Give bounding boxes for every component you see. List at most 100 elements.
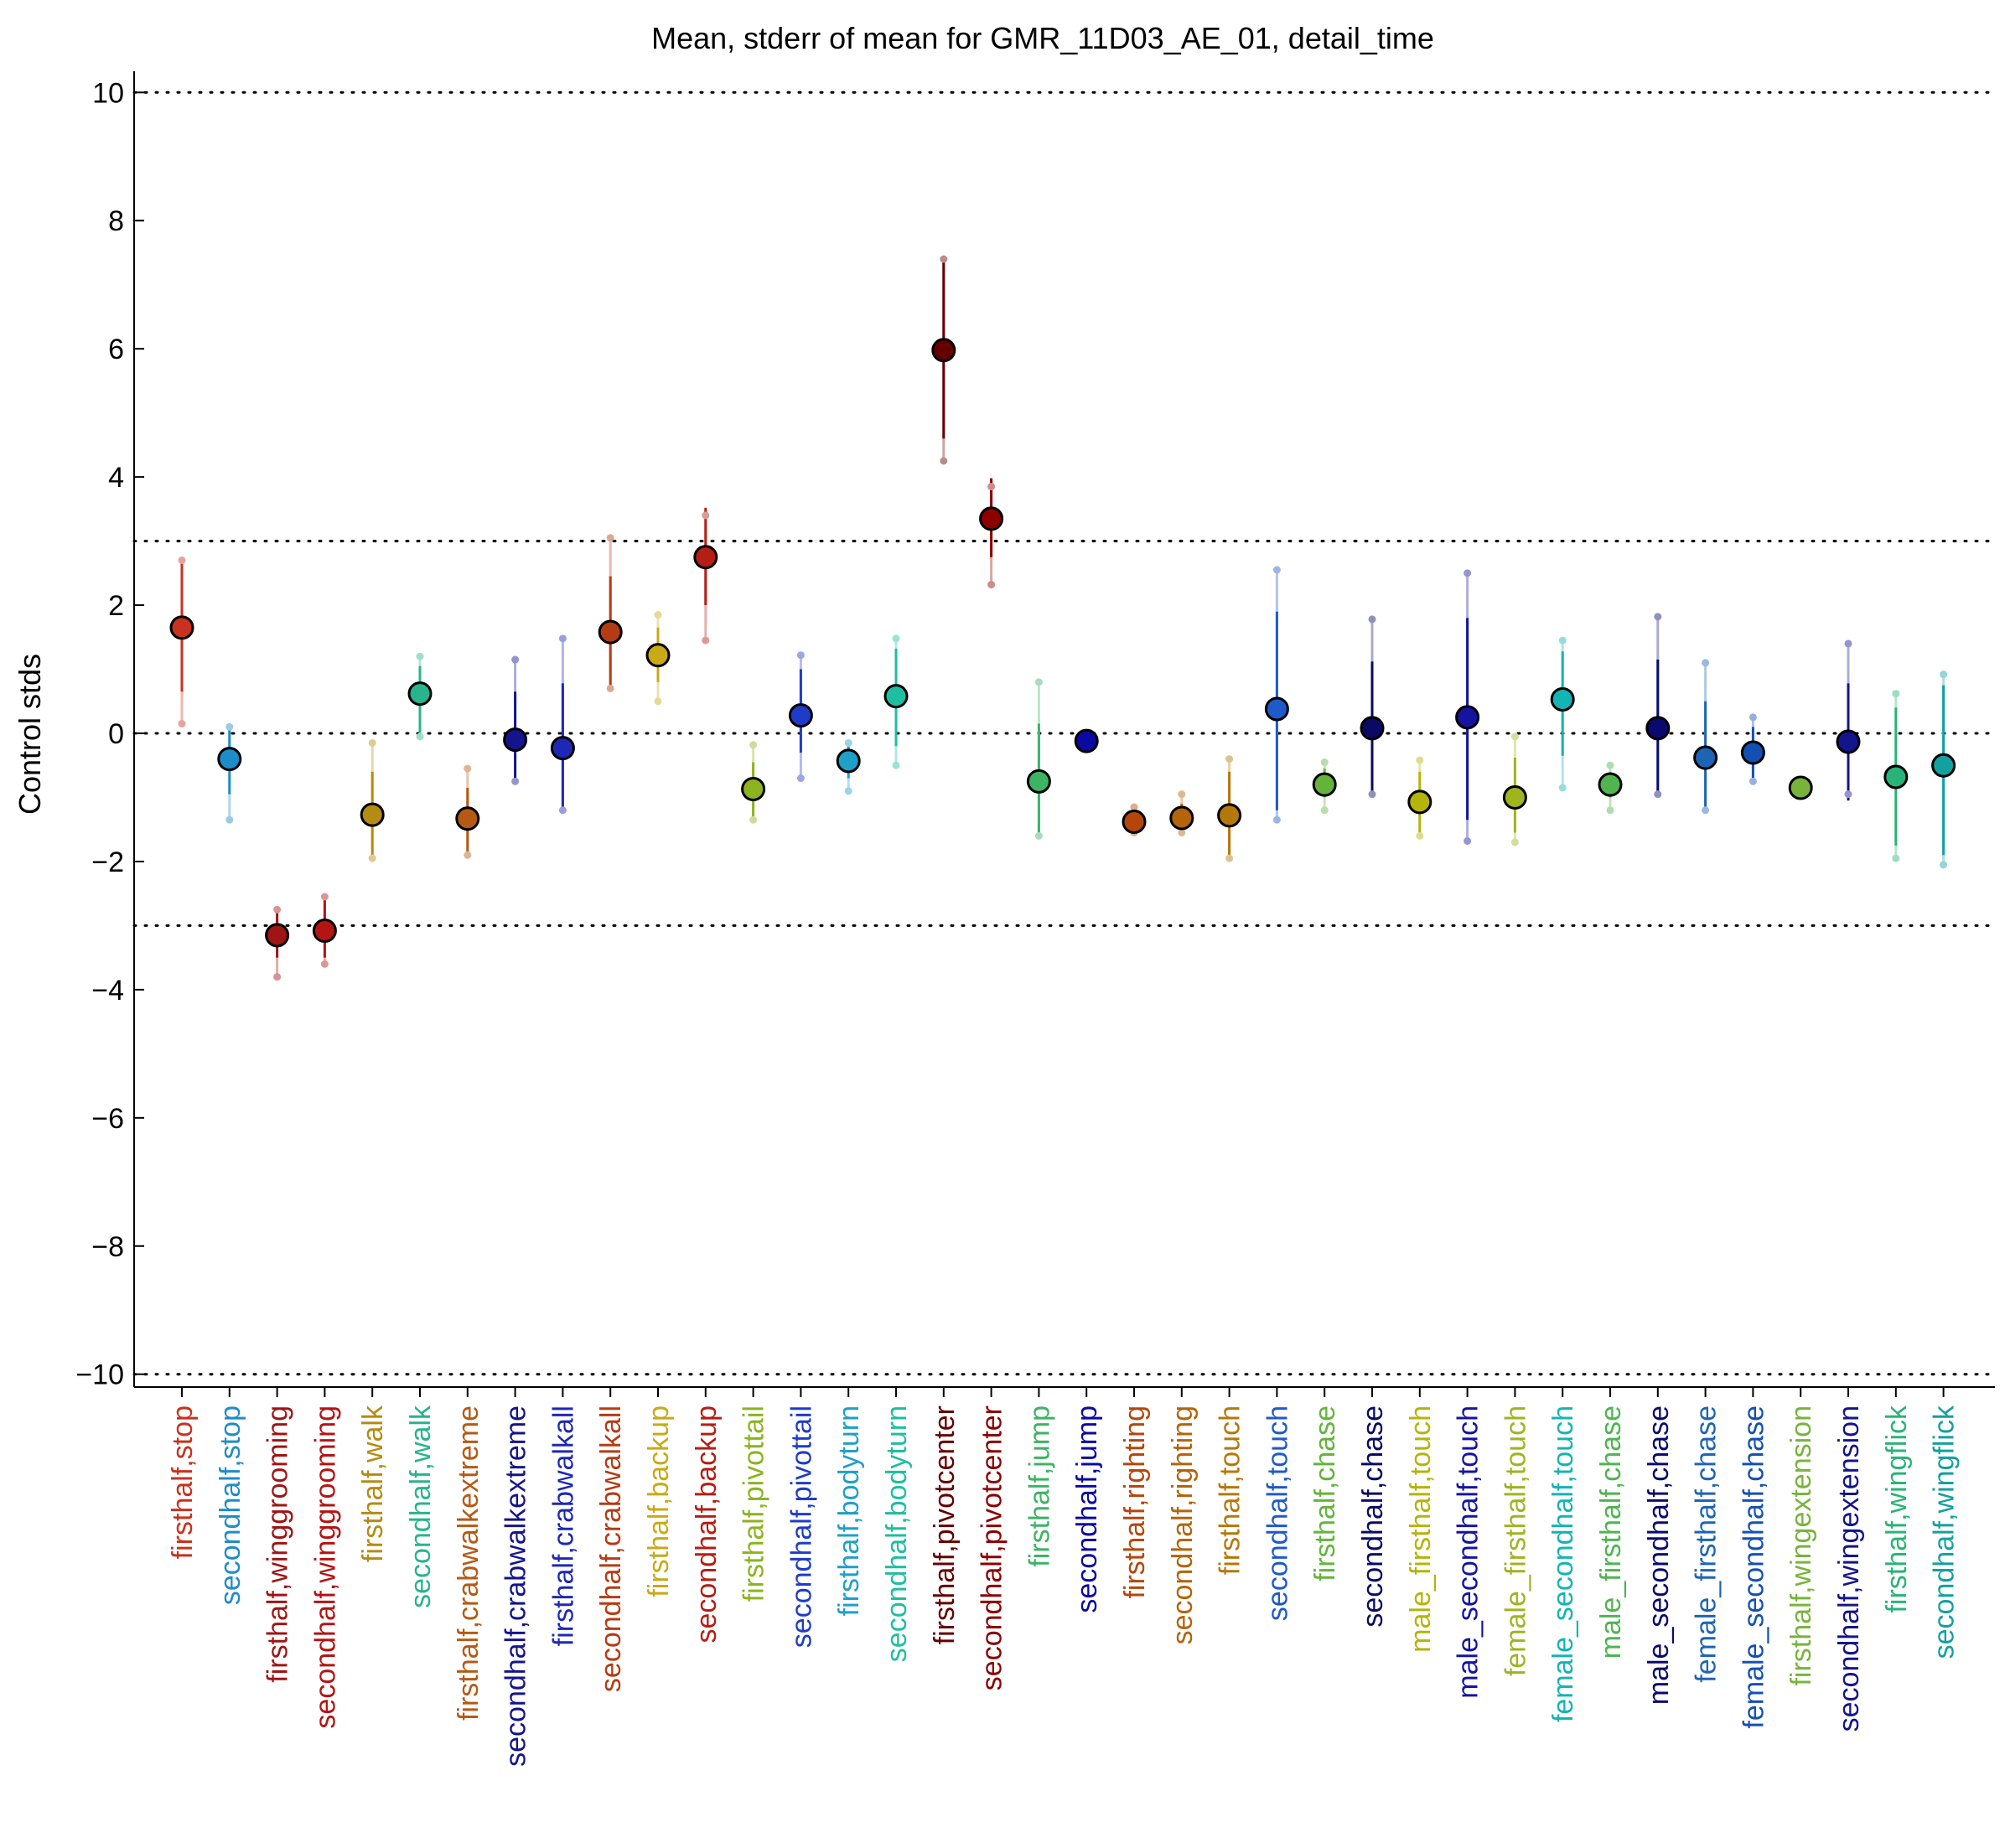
mean-marker: [883, 684, 909, 709]
range-end-low: [1320, 806, 1329, 815]
range-end-high: [1892, 690, 1900, 698]
mean-marker: [788, 703, 813, 728]
mean-marker: [169, 615, 194, 640]
range-end-high: [1320, 758, 1329, 766]
range-end-low: [844, 787, 852, 795]
range-end-low: [225, 815, 234, 824]
mean-marker: [1550, 686, 1575, 712]
range-end-high: [273, 905, 282, 914]
range-end-high: [511, 655, 520, 664]
data-point-group: [741, 741, 766, 824]
range-end-low: [1940, 861, 1948, 869]
mean-marker: [1598, 772, 1623, 797]
y-tick-label: −8: [91, 1231, 124, 1263]
range-end-high: [416, 652, 424, 660]
range-end-low: [320, 960, 329, 968]
x-tick-label: secondhalf,walk: [405, 1405, 437, 1608]
mean-marker: [1217, 803, 1242, 828]
x-tick-label: firsthalf,chase: [1309, 1405, 1341, 1581]
x-tick-label: firsthalf,wingextension: [1785, 1405, 1817, 1686]
mean-marker: [1836, 729, 1861, 754]
mean-marker: [1502, 784, 1527, 810]
data-point-group: [1550, 636, 1575, 792]
data-point-group: [836, 738, 861, 795]
chart-title: Mean, stderr of mean for GMR_11D03_AE_01…: [651, 21, 1434, 55]
range-end-low: [1178, 829, 1186, 837]
data-point-group: [312, 893, 337, 968]
y-tick-label: −2: [91, 846, 124, 878]
range-end-high: [1034, 678, 1043, 686]
mean-marker: [217, 747, 242, 772]
x-tick-label: secondhalf,crabwalkall: [595, 1405, 627, 1692]
range-end-low: [940, 457, 948, 465]
x-tick-label: firsthalf,stop: [167, 1405, 199, 1559]
range-end-low: [1272, 815, 1281, 824]
mean-marker: [1693, 745, 1718, 770]
range-end-low: [1844, 790, 1852, 799]
x-tick-label: male_firsthalf,chase: [1595, 1405, 1627, 1659]
range-end-low: [1368, 790, 1376, 799]
axes: [133, 71, 1995, 1388]
y-tick-label: −10: [75, 1359, 124, 1391]
range-end-low: [606, 684, 614, 692]
x-tick-label: secondhalf,pivotcenter: [977, 1405, 1008, 1690]
x-tick-label: firsthalf,crabwalkall: [547, 1405, 579, 1646]
mean-marker: [1312, 772, 1337, 797]
x-tick-label: secondhalf,crabwalkextreme: [500, 1405, 532, 1767]
data-point-group: [1836, 639, 1861, 801]
data-point-group: [931, 255, 956, 465]
range-end-high: [1844, 639, 1852, 648]
range-end-low: [368, 854, 376, 862]
range-end-low: [511, 777, 520, 785]
range-end-low: [1464, 836, 1472, 845]
range-end-high: [1558, 636, 1567, 644]
data-point-group: [1407, 756, 1433, 840]
range-end-high: [940, 255, 948, 263]
x-tick-label: secondhalf,pivottail: [785, 1405, 817, 1648]
range-end-low: [1606, 806, 1614, 815]
mean-marker: [693, 545, 718, 570]
x-tick-label: secondhalf,backup: [691, 1405, 723, 1644]
range-end-high: [320, 893, 329, 901]
data-point-group: [598, 534, 623, 692]
x-tick-label: firsthalf,wingflick: [1881, 1405, 1913, 1613]
mean-marker: [1122, 810, 1147, 835]
range-end-low: [892, 761, 900, 769]
x-tick-label: secondhalf,jump: [1071, 1405, 1103, 1613]
range-end-high: [702, 511, 710, 520]
data-point-group: [1455, 569, 1480, 845]
data-point-group: [360, 738, 385, 862]
data-point-group: [1788, 775, 1813, 800]
y-tick-label: 6: [108, 334, 124, 365]
data-point-group: [693, 507, 718, 644]
data-point-group: [1645, 613, 1671, 799]
range-end-high: [1178, 790, 1186, 799]
data-point-group: [979, 478, 1004, 589]
data-marks: [169, 255, 1956, 981]
data-point-group: [1122, 803, 1147, 837]
x-tick-label: firsthalf,winggrooming: [262, 1405, 294, 1683]
data-point-group: [1883, 690, 1909, 862]
x-tick-label: secondhalf,wingextension: [1833, 1405, 1865, 1732]
data-point-group: [883, 634, 909, 769]
data-point-group: [455, 764, 480, 859]
data-point-group: [169, 556, 194, 728]
x-axis-ticks: firsthalf,stop secondhalf,stop firsthalf,w…: [167, 1387, 1961, 1767]
x-tick-label: secondhalf,wingflick: [1929, 1405, 1961, 1659]
x-tick-label: female_firsthalf,touch: [1500, 1405, 1531, 1676]
x-tick-label: firsthalf,touch: [1215, 1405, 1246, 1575]
range-end-high: [987, 483, 996, 491]
data-point-group: [265, 905, 290, 981]
mean-marker: [1645, 716, 1671, 741]
data-point-group: [1693, 659, 1718, 815]
range-end-low: [178, 720, 186, 728]
y-tick-label: −4: [91, 975, 124, 1007]
mean-marker: [265, 923, 290, 948]
data-point-group: [1217, 755, 1242, 862]
range-end-low: [558, 806, 567, 815]
range-end-high: [1606, 761, 1614, 769]
x-tick-label: secondhalf,touch: [1262, 1405, 1293, 1621]
x-tick-label: firsthalf,walk: [357, 1405, 389, 1562]
x-tick-label: firsthalf,righting: [1119, 1405, 1151, 1599]
